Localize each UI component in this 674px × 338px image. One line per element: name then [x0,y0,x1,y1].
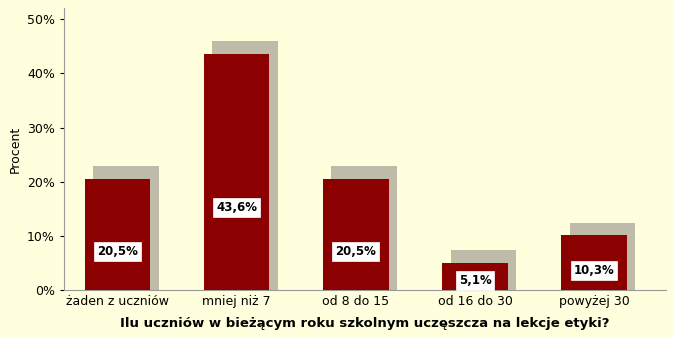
Text: 20,5%: 20,5% [97,245,138,258]
Bar [442,263,508,290]
X-axis label: Ilu uczniów w bieżącym roku szkolnym uczęszcza na lekcje etyki?: Ilu uczniów w bieżącym roku szkolnym ucz… [120,317,609,330]
Bar [85,179,150,290]
Text: 5,1%: 5,1% [458,274,491,287]
Y-axis label: Procent: Procent [8,126,22,173]
Bar [93,166,158,290]
Bar [570,223,636,290]
Text: 20,5%: 20,5% [336,245,376,258]
Bar [451,250,516,290]
Bar [561,235,627,290]
Text: 10,3%: 10,3% [574,264,615,277]
Text: 43,6%: 43,6% [216,201,257,214]
Bar [204,54,270,290]
Bar [332,166,397,290]
Bar [212,41,278,290]
Bar [323,179,389,290]
